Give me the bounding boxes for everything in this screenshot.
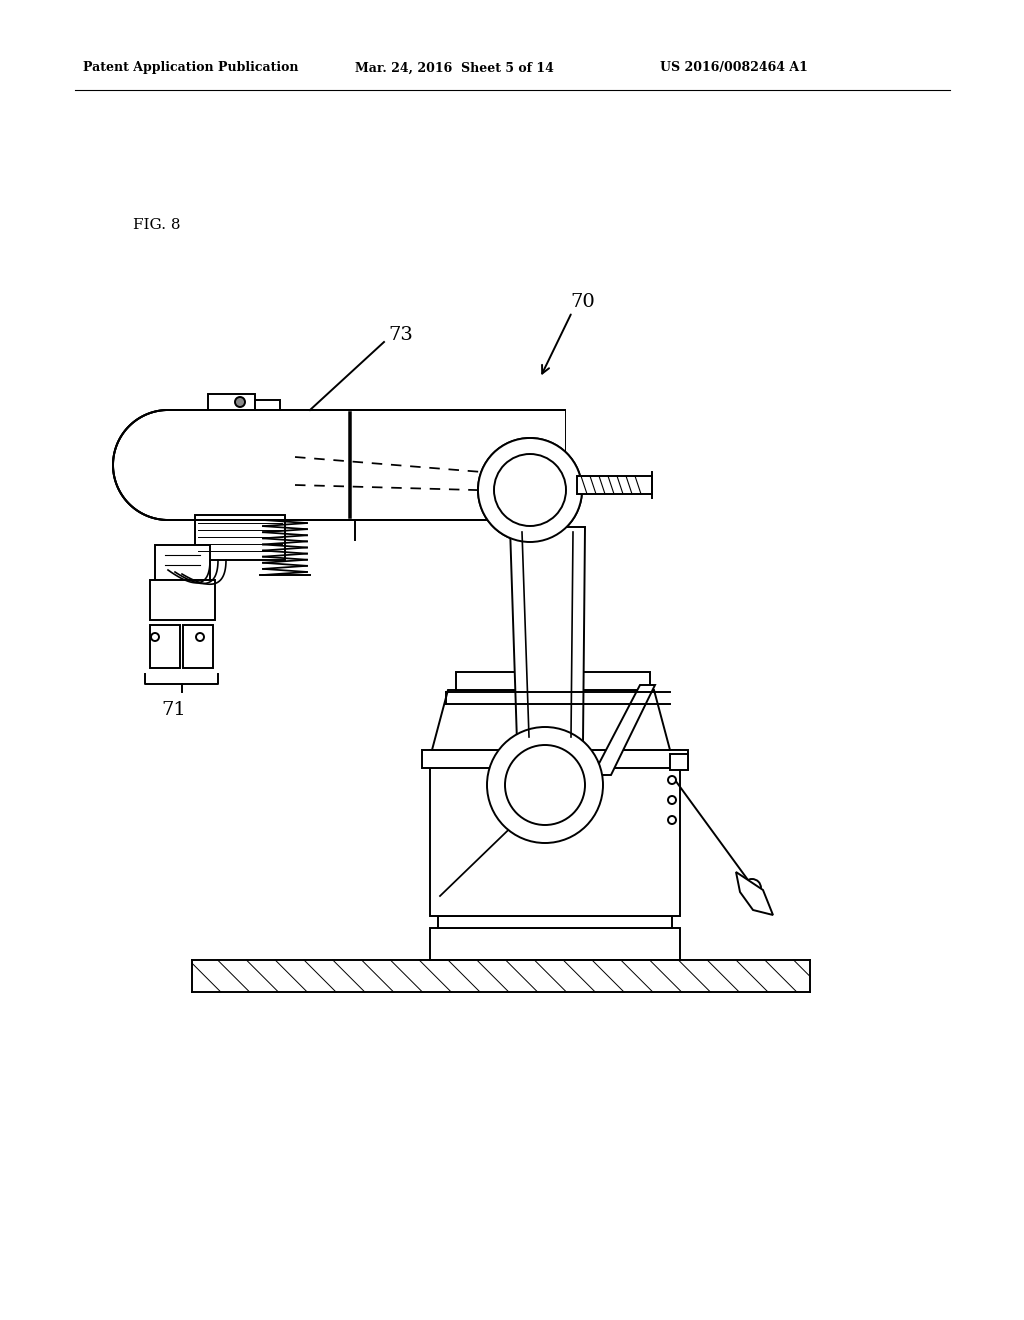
Text: 71: 71: [162, 701, 186, 719]
Text: FIG. 8: FIG. 8: [133, 218, 180, 232]
Polygon shape: [432, 690, 670, 750]
Circle shape: [668, 796, 676, 804]
Circle shape: [234, 397, 245, 407]
Polygon shape: [577, 477, 652, 494]
Circle shape: [478, 438, 582, 543]
Polygon shape: [150, 579, 215, 620]
Circle shape: [743, 879, 761, 898]
Polygon shape: [208, 393, 255, 411]
Polygon shape: [168, 411, 565, 520]
Polygon shape: [438, 916, 672, 928]
Polygon shape: [255, 400, 280, 411]
Polygon shape: [169, 411, 565, 519]
Polygon shape: [183, 624, 213, 668]
Polygon shape: [430, 750, 680, 916]
Polygon shape: [456, 672, 650, 690]
Text: Mar. 24, 2016  Sheet 5 of 14: Mar. 24, 2016 Sheet 5 of 14: [355, 62, 554, 74]
Circle shape: [505, 744, 585, 825]
Polygon shape: [150, 624, 180, 668]
Polygon shape: [195, 515, 285, 560]
Circle shape: [113, 411, 223, 520]
Polygon shape: [155, 545, 210, 579]
Circle shape: [668, 776, 676, 784]
Circle shape: [487, 727, 603, 843]
Circle shape: [668, 816, 676, 824]
Circle shape: [494, 454, 566, 525]
Circle shape: [478, 438, 582, 543]
Text: 73: 73: [388, 326, 413, 345]
Polygon shape: [430, 928, 680, 960]
Circle shape: [151, 634, 159, 642]
Polygon shape: [422, 750, 688, 768]
Polygon shape: [510, 527, 585, 742]
Circle shape: [196, 634, 204, 642]
Circle shape: [494, 454, 566, 525]
Polygon shape: [736, 873, 773, 915]
Text: US 2016/0082464 A1: US 2016/0082464 A1: [660, 62, 808, 74]
Text: Patent Application Publication: Patent Application Publication: [83, 62, 299, 74]
Polygon shape: [593, 685, 655, 775]
Text: 70: 70: [570, 293, 595, 312]
Polygon shape: [670, 754, 688, 770]
